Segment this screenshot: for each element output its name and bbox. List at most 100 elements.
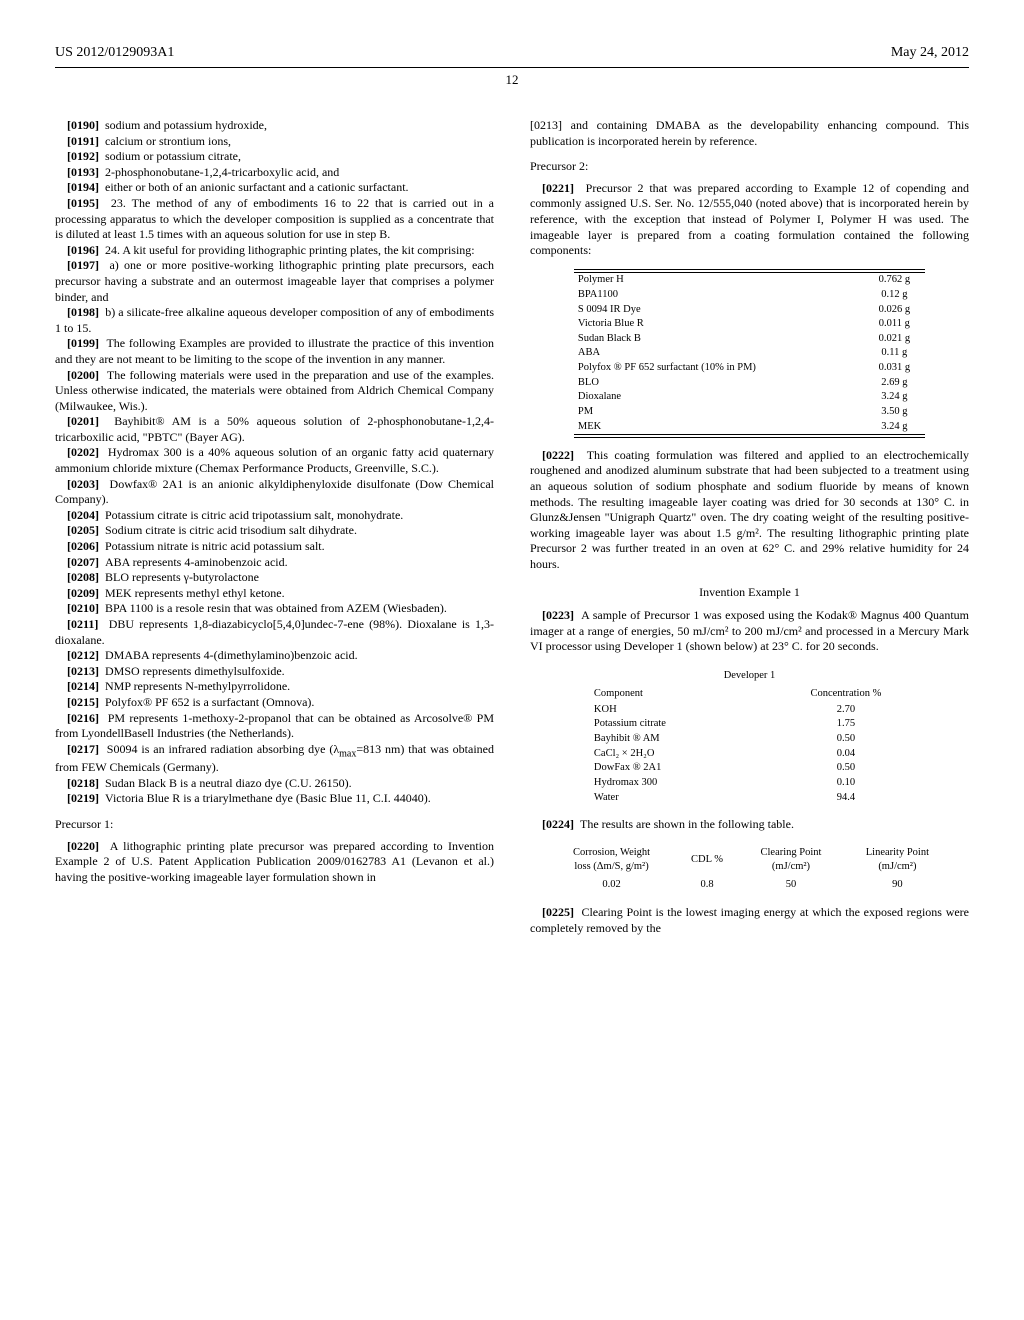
- table-cell: Hydromax 300: [574, 775, 767, 790]
- para-num: [0220]: [67, 839, 99, 853]
- table-cell: ABA: [574, 346, 864, 361]
- developer1-table: Developer 1 ComponentConcentration % KOH…: [574, 665, 925, 807]
- page-header: US 2012/0129093A1 May 24, 2012: [55, 45, 969, 61]
- para-text: PM represents 1-methoxy-2-propanol that …: [55, 711, 494, 741]
- table-cell: CaCl₂ × 2H₂O: [574, 746, 767, 761]
- table-cell: 0.50: [767, 731, 925, 746]
- table-cell: Sudan Black B: [574, 331, 864, 346]
- para-num: [0203]: [67, 477, 99, 491]
- para-text: Sodium citrate is citric acid trisodium …: [105, 523, 357, 537]
- pub-number: US 2012/0129093A1: [55, 45, 174, 61]
- para-text: Bayhibit® AM is a 50% aqueous solution o…: [55, 414, 494, 444]
- table-cell: 0.026 g: [864, 302, 926, 317]
- para-num: [0209]: [67, 586, 99, 600]
- para-num: [0210]: [67, 601, 99, 615]
- two-column-body: [0190] sodium and potassium hydroxide, […: [55, 118, 969, 936]
- para-num: [0222]: [542, 448, 574, 462]
- para-num: [0215]: [67, 695, 99, 709]
- example1-heading: Invention Example 1: [530, 585, 969, 601]
- para-text: Victoria Blue R is a triarylmethane dye …: [105, 791, 431, 805]
- para-num: [0205]: [67, 523, 99, 537]
- para-num: [0214]: [67, 679, 99, 693]
- para-text: Potassium nitrate is nitric acid potassi…: [105, 539, 325, 553]
- para-num: [0211]: [67, 617, 98, 631]
- table-cell: DowFax ® 2A1: [574, 761, 767, 776]
- para-text: 2-phosphonobutane-1,2,4-tricarboxylic ac…: [105, 165, 339, 179]
- para-text: 23. The method of any of embodiments 16 …: [55, 196, 494, 241]
- precursor1-heading: Precursor 1:: [55, 817, 494, 833]
- para-num: [0219]: [67, 791, 99, 805]
- para-text: sodium and potassium hydroxide,: [105, 118, 267, 132]
- para-num: [0208]: [67, 570, 99, 584]
- para-text: The results are shown in the following t…: [580, 817, 794, 831]
- table-cell: 3.24 g: [864, 419, 926, 434]
- para-num: [0216]: [67, 711, 99, 725]
- para-num: [0212]: [67, 648, 99, 662]
- table-cell: Bayhibit ® AM: [574, 731, 767, 746]
- lambda-sub: max: [339, 748, 356, 759]
- para-num: [0225]: [542, 905, 574, 919]
- para-num: [0206]: [67, 539, 99, 553]
- precursor2-heading: Precursor 2:: [530, 159, 969, 175]
- table-cell: KOH: [574, 702, 767, 717]
- table-cell: 50: [739, 876, 844, 894]
- para-text: a) one or more positive-working lithogra…: [55, 258, 494, 303]
- para-text: This coating formulation was filtered an…: [530, 448, 969, 571]
- para-text: Clearing Point is the lowest imaging ene…: [530, 905, 969, 935]
- para-text: DMSO represents dimethylsulfoxide.: [105, 664, 285, 678]
- para-text: DBU represents 1,8-diazabicyclo[5,4,0]un…: [55, 617, 494, 647]
- para-num: [0204]: [67, 508, 99, 522]
- table-header: Corrosion, Weightloss (Δm/S, g/m²): [548, 844, 676, 875]
- table-cell: 0.11 g: [864, 346, 926, 361]
- table-header: Concentration %: [767, 685, 925, 703]
- para-text: Sudan Black B is a neutral diazo dye (C.…: [105, 776, 352, 790]
- para-text: Dowfax® 2A1 is an anionic alkyldiphenylo…: [55, 477, 494, 507]
- table-cell: 0.12 g: [864, 287, 926, 302]
- table-cell: PM: [574, 405, 864, 420]
- table-header: Linearity Point(mJ/cm²): [843, 844, 951, 875]
- table-cell: 2.70: [767, 702, 925, 717]
- table-cell: BLO: [574, 375, 864, 390]
- para-text: sodium or potassium citrate,: [105, 149, 241, 163]
- table-cell: 3.50 g: [864, 405, 926, 420]
- para-text: A sample of Precursor 1 was exposed usin…: [530, 608, 969, 653]
- left-column: [0190] sodium and potassium hydroxide, […: [55, 118, 494, 936]
- para-num: [0202]: [67, 445, 99, 459]
- table-cell: 94.4: [767, 790, 925, 805]
- table-cell: 0.50: [767, 761, 925, 776]
- table-cell: 0.02: [548, 876, 676, 894]
- para-text: S0094 is an infrared radiation absorbing…: [107, 742, 339, 756]
- para-text: Precursor 2 that was prepared according …: [530, 181, 969, 257]
- table-cell: 90: [843, 876, 951, 894]
- coating-formulation-table: Polymer H0.762 g BPA11000.12 g S 0094 IR…: [574, 269, 925, 438]
- para-num: [0190]: [67, 118, 99, 132]
- para-num: [0221]: [542, 181, 574, 195]
- table-header: Clearing Point(mJ/cm²): [739, 844, 844, 875]
- table-cell: 0.762 g: [864, 272, 926, 287]
- para-num: [0207]: [67, 555, 99, 569]
- table-header: CDL %: [675, 844, 738, 875]
- table-cell: BPA1100: [574, 287, 864, 302]
- table-cell: Water: [574, 790, 767, 805]
- para-num: [0197]: [67, 258, 99, 272]
- para-num: [0200]: [67, 368, 99, 382]
- table-cell: 0.021 g: [864, 331, 926, 346]
- header-rule: [55, 67, 969, 68]
- para-text: DMABA represents 4-(dimethylamino)benzoi…: [105, 648, 358, 662]
- para-num: [0213]: [67, 664, 99, 678]
- table-cell: Dioxalane: [574, 390, 864, 405]
- para-num: [0196]: [67, 243, 99, 257]
- para-num: [0195]: [67, 196, 99, 210]
- para-text: A lithographic printing plate precursor …: [55, 839, 494, 884]
- table-cell: 1.75: [767, 717, 925, 732]
- table-cell: S 0094 IR Dye: [574, 302, 864, 317]
- para-text: The following materials were used in the…: [55, 368, 494, 413]
- para-text: NMP represents N-methylpyrrolidone.: [105, 679, 290, 693]
- para-text: Polyfox® PF 652 is a surfactant (Omnova)…: [105, 695, 314, 709]
- table-cell: 3.24 g: [864, 390, 926, 405]
- table-header: Component: [574, 685, 767, 703]
- para-num: [0191]: [67, 134, 99, 148]
- para-num: [0223]: [542, 608, 574, 622]
- para-num: [0199]: [67, 336, 99, 350]
- table-cell: 0.011 g: [864, 317, 926, 332]
